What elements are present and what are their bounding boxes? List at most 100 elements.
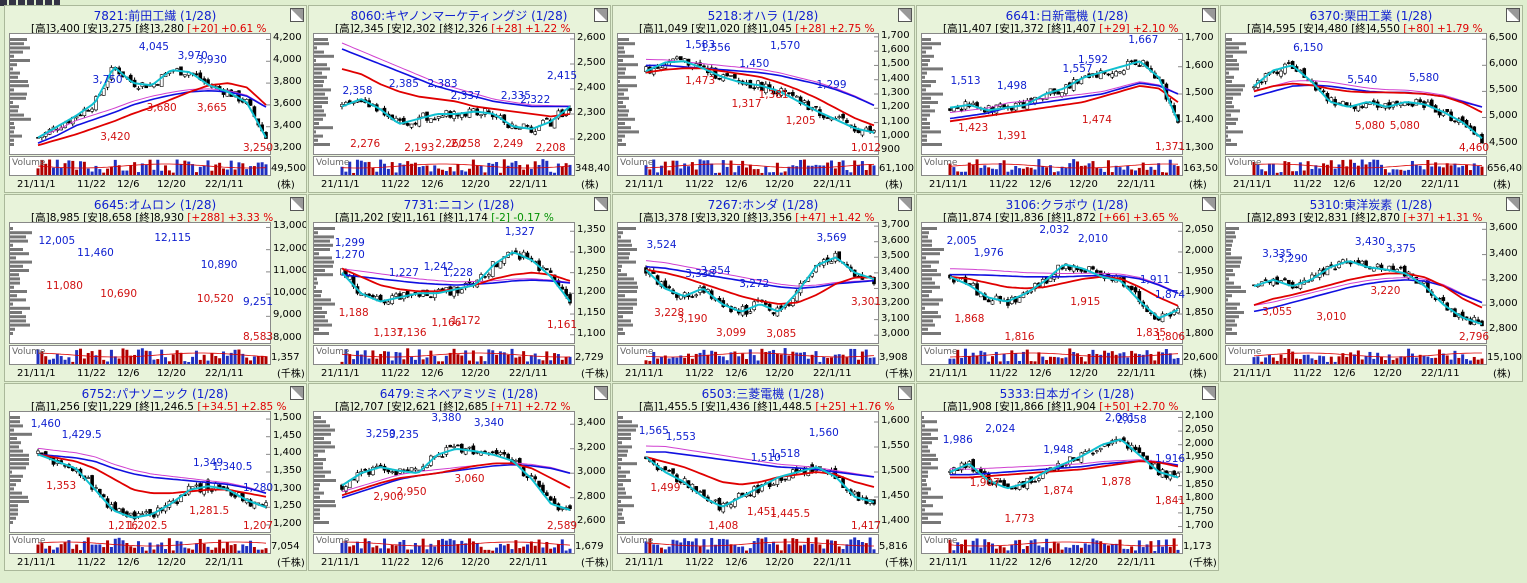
volume-bar xyxy=(1422,355,1426,364)
price-annotation: 1,349 xyxy=(193,457,224,470)
price-annotation: 6,150 xyxy=(1293,42,1324,55)
volume-profile-bar xyxy=(10,113,24,117)
volume-bar xyxy=(1252,357,1256,364)
expand-icon[interactable] xyxy=(1202,197,1216,211)
volume-bar xyxy=(1260,169,1264,175)
volume-profile-bar xyxy=(314,500,335,503)
x-tick-label: 11/22 xyxy=(381,179,410,190)
volume-bar xyxy=(363,538,367,553)
volume-profile-bar xyxy=(10,42,24,46)
volume-bar xyxy=(760,538,764,553)
volume-profile-bar xyxy=(618,122,625,125)
volume-bar xyxy=(868,537,872,553)
ma-mid-line xyxy=(341,462,571,497)
volume-bar xyxy=(237,550,241,553)
volume-bar xyxy=(737,165,741,175)
volume-bar xyxy=(1298,162,1302,175)
price-svg xyxy=(314,38,574,146)
price-annotation: 3,085 xyxy=(766,328,797,341)
volume-bar xyxy=(1161,546,1165,553)
expand-icon[interactable] xyxy=(594,8,608,22)
volume-profile-bar xyxy=(922,269,937,272)
volume-bar xyxy=(556,544,560,553)
volume-bar xyxy=(1025,167,1029,175)
volume-bar xyxy=(136,349,140,364)
expand-icon[interactable] xyxy=(898,8,912,22)
expand-icon[interactable] xyxy=(1202,386,1216,400)
volume-profile-bar xyxy=(314,474,325,478)
expand-icon[interactable] xyxy=(1506,197,1520,211)
volume-bar xyxy=(1426,159,1430,175)
price-summary: [高]1,202 [安]1,161 [終]1,174 [-2] -0.17 % xyxy=(335,210,554,225)
expand-icon[interactable] xyxy=(594,197,608,211)
volume-unit-label: (株) xyxy=(1493,180,1511,191)
volume-bar xyxy=(63,542,67,553)
y-tick-label: 1,400 xyxy=(881,72,910,84)
price-annotation: 11,460 xyxy=(77,246,114,259)
volume-bar xyxy=(857,165,861,175)
expand-icon[interactable] xyxy=(898,386,912,400)
volume-bar xyxy=(102,172,106,175)
expand-icon[interactable] xyxy=(1202,8,1216,22)
ma-short-line xyxy=(645,60,875,134)
volume-profile-bar xyxy=(922,512,943,516)
volume-svg xyxy=(36,348,268,364)
volume-bar xyxy=(171,172,175,175)
volume-profile-bar xyxy=(10,46,30,50)
volume-bar xyxy=(560,539,564,553)
volume-bar xyxy=(802,159,806,175)
expand-icon[interactable] xyxy=(290,197,304,211)
volume-profile-bar xyxy=(618,126,631,130)
price-summary: [高]8,985 [安]8,658 [終]8,930 [+288] +3.33 … xyxy=(31,210,273,225)
volume-bar xyxy=(510,162,514,175)
volume-bar xyxy=(822,357,826,364)
volume-bar xyxy=(1087,353,1091,364)
x-tick-label: 11/22 xyxy=(685,368,714,379)
expand-icon[interactable] xyxy=(290,386,304,400)
volume-unit-label: (千株) xyxy=(277,558,305,569)
volume-bar xyxy=(233,169,237,175)
expand-icon[interactable] xyxy=(898,197,912,211)
chart-panel: 6645:オムロン (1/28) [高]8,985 [安]8,658 [終]8,9… xyxy=(4,194,307,382)
volume-bar xyxy=(1410,353,1414,364)
candle xyxy=(829,259,834,264)
volume-profile-bar xyxy=(314,227,335,230)
price-annotation: 3,665 xyxy=(196,101,227,114)
candle xyxy=(675,55,679,61)
volume-profile-bar xyxy=(314,260,334,264)
volume-profile-bar xyxy=(10,294,17,298)
volume-bar xyxy=(90,544,94,553)
volume-bar xyxy=(1056,171,1060,175)
volume-bar xyxy=(94,165,98,175)
y-tick-label: 1,400 xyxy=(881,515,910,526)
candle xyxy=(525,124,530,128)
volume-bar xyxy=(1476,359,1480,364)
expand-icon[interactable] xyxy=(594,386,608,400)
volume-bar xyxy=(386,168,390,175)
volume-profile-bar xyxy=(922,260,939,264)
volume-bar xyxy=(1110,172,1114,175)
price-annotation: 1,242 xyxy=(423,260,454,273)
volume-bar xyxy=(51,358,55,364)
x-tick-label: 12/6 xyxy=(1029,179,1052,190)
volume-profile-bar xyxy=(314,46,317,50)
expand-icon[interactable] xyxy=(1506,8,1520,22)
volume-bar xyxy=(245,169,249,175)
volume-bar xyxy=(1391,169,1395,175)
volume-profile-bar xyxy=(10,109,18,113)
volume-bar xyxy=(136,541,140,553)
ma-extra-line xyxy=(37,447,267,494)
candle xyxy=(1071,76,1076,92)
volume-bar xyxy=(795,166,799,175)
expand-icon[interactable] xyxy=(290,8,304,22)
volume-profile-bar xyxy=(314,445,335,449)
x-tick-label: 21/11/1 xyxy=(321,179,360,190)
ma-extra-line xyxy=(645,260,875,287)
price-annotation: 2,032 xyxy=(1039,223,1070,236)
ma-short-line xyxy=(645,256,875,313)
volume-profile-bar xyxy=(10,311,22,314)
candle xyxy=(752,85,757,91)
volume-bar xyxy=(94,544,98,553)
candle xyxy=(1091,451,1095,456)
candle xyxy=(698,490,702,493)
